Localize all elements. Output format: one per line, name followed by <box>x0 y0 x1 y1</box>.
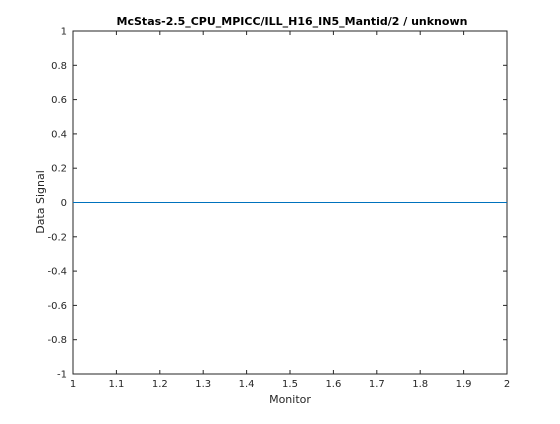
x-tick-label: 1.5 <box>282 379 298 390</box>
x-tick-label: 1.1 <box>108 379 124 390</box>
y-tick-label: 1 <box>61 27 67 38</box>
y-tick-label: 0.6 <box>51 95 67 106</box>
x-tick-label: 1 <box>70 379 76 390</box>
y-tick-label: 0.8 <box>51 61 67 72</box>
x-tick-label: 1.2 <box>152 379 168 390</box>
y-tick-label: -0.6 <box>47 301 67 312</box>
y-tick-label: -0.2 <box>47 232 67 243</box>
y-tick-label: 0.4 <box>51 129 67 140</box>
x-tick-label: 1.3 <box>195 379 211 390</box>
x-tick-label: 1.7 <box>369 379 385 390</box>
x-axis-label: Monitor <box>269 393 311 406</box>
y-tick-label: -0.8 <box>47 335 67 346</box>
y-tick-label: -1 <box>57 370 67 381</box>
x-tick-label: 1.8 <box>412 379 428 390</box>
x-tick-label: 1.9 <box>456 379 472 390</box>
chart-title: McStas-2.5_CPU_MPICC/ILL_H16_IN5_Mantid/… <box>117 15 468 28</box>
y-tick-label: 0.2 <box>51 164 67 175</box>
x-tick-label: 1.6 <box>325 379 341 390</box>
x-tick-label: 2 <box>504 379 510 390</box>
y-axis-label: Data Signal <box>34 170 47 234</box>
ticks: 1 1.1 1.2 1.3 1.4 1.5 1.6 1.7 1.8 1.9 2 -1 -0.8 -0.6 -… <box>47 27 510 391</box>
y-tick-label: 0 <box>61 198 67 209</box>
x-tick-label: 1.4 <box>239 379 255 390</box>
y-tick-label: -0.4 <box>47 267 67 278</box>
